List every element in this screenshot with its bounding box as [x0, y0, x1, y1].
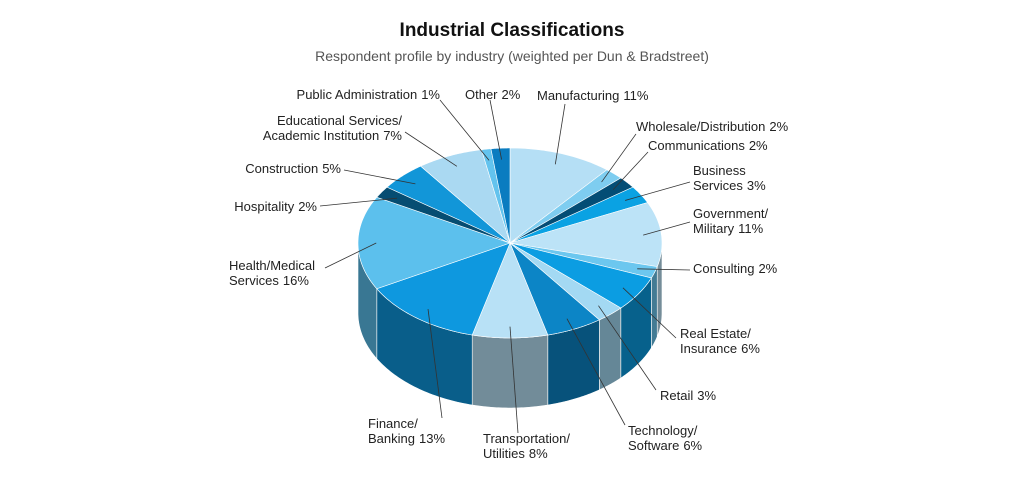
leader-line [554, 103, 566, 165]
leader-line [637, 268, 691, 271]
category-name: Real Estate/ Insurance [680, 326, 751, 356]
slice-label: Hospitality 2% [234, 199, 317, 214]
value-label: 6% [741, 341, 760, 356]
slice-label: Retail 3% [660, 388, 716, 403]
category-name: Consulting [693, 261, 755, 276]
slice [509, 242, 600, 336]
slice [481, 148, 511, 244]
slice [509, 202, 663, 267]
chart-subtitle: Respondent profile by industry (weighted… [315, 48, 709, 64]
slice [509, 242, 622, 321]
slice-side [651, 266, 658, 350]
leader-line [509, 326, 519, 434]
slice [376, 186, 511, 244]
category-name: Business Services [693, 163, 746, 193]
value-label: 1% [421, 87, 440, 102]
slice-label: Construction 5% [245, 161, 341, 176]
slice-label: Communications 2% [648, 138, 768, 153]
category-name: Wholesale/Distribution [636, 119, 766, 134]
category-name: Manufacturing [537, 88, 620, 103]
value-label: 2% [758, 261, 778, 276]
value-label: 2% [298, 199, 317, 214]
category-name: Public Administration [296, 87, 418, 102]
category-name: Construction [245, 161, 319, 176]
value-label: 7% [383, 128, 402, 143]
slice-label: Manufacturing 11% [537, 88, 648, 103]
category-name: Retail [660, 388, 694, 403]
value-label: 11% [623, 88, 649, 103]
chart-title: Industrial Classifications [399, 20, 625, 41]
value-label: 11% [738, 221, 764, 236]
slice-label: Business Services 3% [693, 163, 766, 193]
leader-line [566, 318, 626, 426]
slice-label: Consulting 2% [693, 261, 777, 276]
value-label: 2% [769, 119, 789, 134]
value-label: 3% [746, 178, 766, 193]
slice-side [599, 307, 622, 391]
slice [357, 196, 511, 290]
slice [490, 147, 511, 244]
value-label: 8% [528, 446, 548, 461]
slice-label: Educational Services/ Academic Instituti… [263, 113, 402, 143]
category-name: Transportation/ Utilities [483, 431, 570, 461]
category-name: Educational Services/ Academic Instituti… [262, 113, 402, 143]
leader-line [427, 309, 443, 419]
leader-line [319, 197, 398, 207]
value-label: 16% [282, 273, 309, 288]
slice-label: Other 2% [465, 87, 520, 102]
category-name: Government/ Military [693, 206, 769, 236]
slice-label: Finance/ Banking 13% [368, 416, 445, 446]
slice-side [471, 334, 549, 409]
leader-line [622, 287, 677, 339]
slice-label: Real Estate/ Insurance 6% [680, 326, 760, 356]
slice-label: Public Administration 1% [297, 87, 440, 102]
value-label: 2% [748, 138, 768, 153]
category-name: Health/Medical Services [229, 258, 315, 288]
value-label: 2% [501, 87, 521, 102]
value-label: 6% [683, 438, 703, 453]
slice-label: Transportation/ Utilities 8% [483, 431, 570, 461]
category-name: Other [465, 87, 498, 102]
leader-line [324, 242, 377, 269]
category-name: Finance/ Banking [368, 416, 418, 446]
slice [509, 242, 652, 309]
value-label: 13% [418, 431, 446, 446]
leader-line [404, 131, 458, 167]
leader-line [601, 133, 637, 183]
category-name: Technology/ Software [628, 423, 698, 453]
slice-label: Government/ Military 11% [693, 206, 768, 236]
slice [376, 242, 511, 336]
slice-label: Wholesale/Distribution 2% [636, 119, 788, 134]
slice [420, 149, 511, 244]
slice [471, 242, 549, 339]
slice-label: Health/Medical Services 16% [229, 258, 315, 288]
value-label: 3% [697, 388, 717, 403]
category-name: Hospitality [234, 199, 295, 214]
leader-line [625, 181, 691, 201]
leader-line [612, 151, 649, 190]
value-label: 5% [322, 161, 341, 176]
leader-line [598, 305, 657, 391]
category-name: Communications [648, 138, 745, 153]
slice [509, 186, 649, 244]
slice-label: Technology/ Software 6% [628, 423, 702, 453]
slice [509, 147, 608, 244]
leader-line [643, 221, 691, 236]
leader-line [439, 99, 490, 161]
leader-line [489, 99, 502, 160]
slice [386, 165, 511, 244]
slice [509, 242, 658, 279]
leader-line [343, 169, 416, 185]
